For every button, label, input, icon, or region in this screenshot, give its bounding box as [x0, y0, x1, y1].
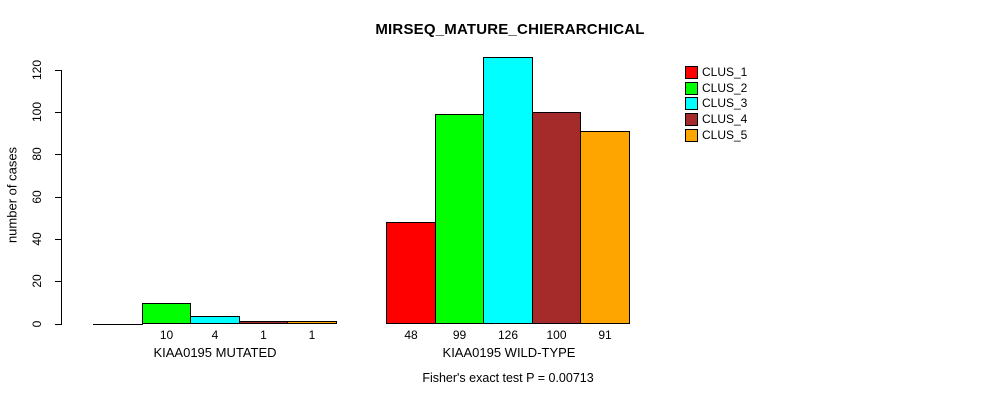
y-tick: [55, 281, 62, 282]
y-tick-label: 80: [30, 147, 44, 161]
y-tick: [55, 154, 62, 155]
bar-value-label: 1: [308, 328, 316, 342]
y-tick: [55, 324, 62, 325]
bar-clus_5-group2: [580, 131, 630, 324]
legend-label: CLUS_2: [702, 81, 748, 95]
bar-clus_3-group2: [483, 57, 533, 324]
bar-clus_4-group1: [239, 321, 288, 324]
chart-title: MIRSEQ_MATURE_CHIERARCHICAL: [375, 21, 645, 38]
bar-value-label: 10: [159, 328, 174, 342]
bar-clus_1-group2: [386, 222, 436, 324]
bar-clus_1-group1: [93, 324, 143, 325]
y-tick-label: 60: [30, 190, 44, 204]
bar-value-label: 1: [260, 328, 267, 342]
bar-clus_5-group1: [287, 321, 337, 324]
group-label-wild-type: KIAA0195 WILD-TYPE: [442, 345, 576, 360]
y-tick-label: 40: [30, 232, 44, 246]
group-label-mutated: KIAA0195 MUTATED: [153, 345, 277, 360]
legend-swatch-clus_1: [685, 66, 698, 79]
y-tick: [55, 70, 62, 71]
bar-value-label: 91: [598, 328, 612, 342]
bar-clus_3-group1: [190, 316, 240, 324]
y-tick: [55, 197, 62, 198]
bar-value-label: 100: [546, 328, 567, 342]
y-tick-label: 120: [30, 59, 44, 81]
bar-clus_4-group2: [532, 112, 581, 324]
bar-value-label: 126: [497, 328, 519, 342]
pvalue-annotation: Fisher's exact test P = 0.00713: [422, 371, 594, 385]
bar-clus_2-group1: [142, 303, 191, 324]
legend-swatch-clus_3: [685, 97, 698, 110]
legend-label: CLUS_3: [702, 96, 748, 110]
y-tick: [55, 112, 62, 113]
y-axis-label: number of cases: [4, 146, 20, 244]
legend-swatch-clus_5: [685, 129, 698, 142]
legend-label: CLUS_5: [702, 128, 748, 142]
legend-item: CLUS_2: [685, 82, 775, 96]
legend-swatch-clus_2: [685, 82, 698, 95]
y-tick: [55, 239, 62, 240]
bar-value-label: 48: [404, 328, 418, 342]
legend-item: CLUS_3: [685, 97, 775, 111]
legend-label: CLUS_1: [702, 65, 748, 79]
legend-label: CLUS_4: [702, 112, 748, 126]
y-tick-label: 0: [30, 320, 44, 328]
legend-swatch-clus_4: [685, 113, 698, 126]
bar-clus_2-group2: [435, 114, 484, 324]
legend-item: CLUS_4: [685, 113, 775, 127]
bar-value-label: 99: [452, 328, 467, 342]
legend-item: CLUS_1: [685, 66, 775, 80]
y-tick-label: 20: [30, 274, 44, 288]
bar-value-label: 4: [211, 328, 219, 342]
legend-item: CLUS_5: [685, 129, 775, 143]
y-tick-label: 100: [30, 101, 44, 123]
